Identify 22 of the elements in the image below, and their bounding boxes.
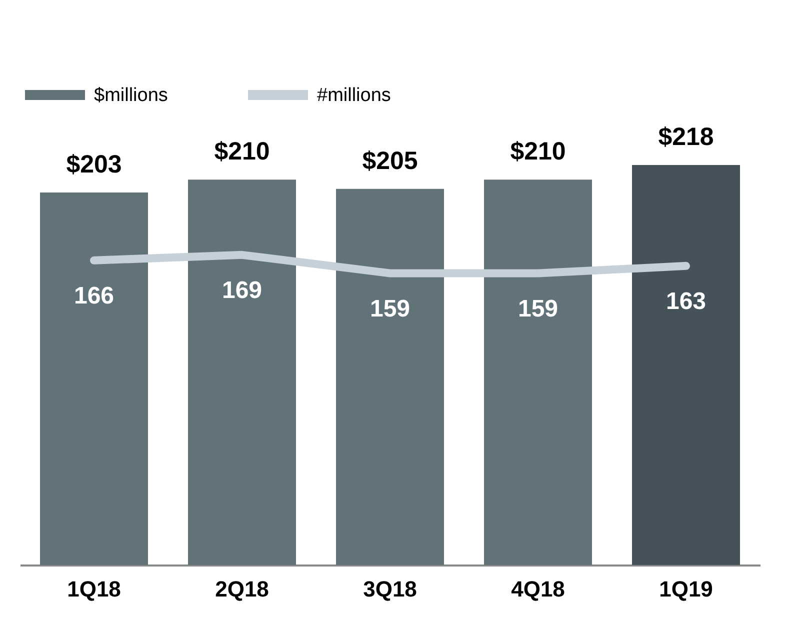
bar xyxy=(336,188,444,565)
x-tick-label: 4Q18 xyxy=(511,576,565,602)
data-label: 166 xyxy=(74,282,114,310)
legend-label: $millions xyxy=(94,85,168,106)
bar xyxy=(188,180,296,565)
x-tick-label: 1Q18 xyxy=(67,576,121,602)
bar xyxy=(40,192,148,565)
data-label: 159 xyxy=(518,295,558,322)
data-label: $210 xyxy=(510,138,566,166)
bar xyxy=(632,165,740,565)
data-label: $203 xyxy=(66,150,122,179)
data-label: $210 xyxy=(214,138,270,166)
data-label: 163 xyxy=(666,288,706,315)
x-tick-label: 2Q18 xyxy=(215,576,269,602)
data-label: 169 xyxy=(222,276,262,304)
legend-label: #millions xyxy=(317,85,391,106)
x-tick-label: 1Q19 xyxy=(659,576,713,602)
bar xyxy=(484,180,592,565)
data-label: $205 xyxy=(362,146,418,175)
x-tick-label: 3Q18 xyxy=(363,576,417,602)
data-label: $218 xyxy=(658,123,714,151)
data-label: 159 xyxy=(370,295,410,322)
